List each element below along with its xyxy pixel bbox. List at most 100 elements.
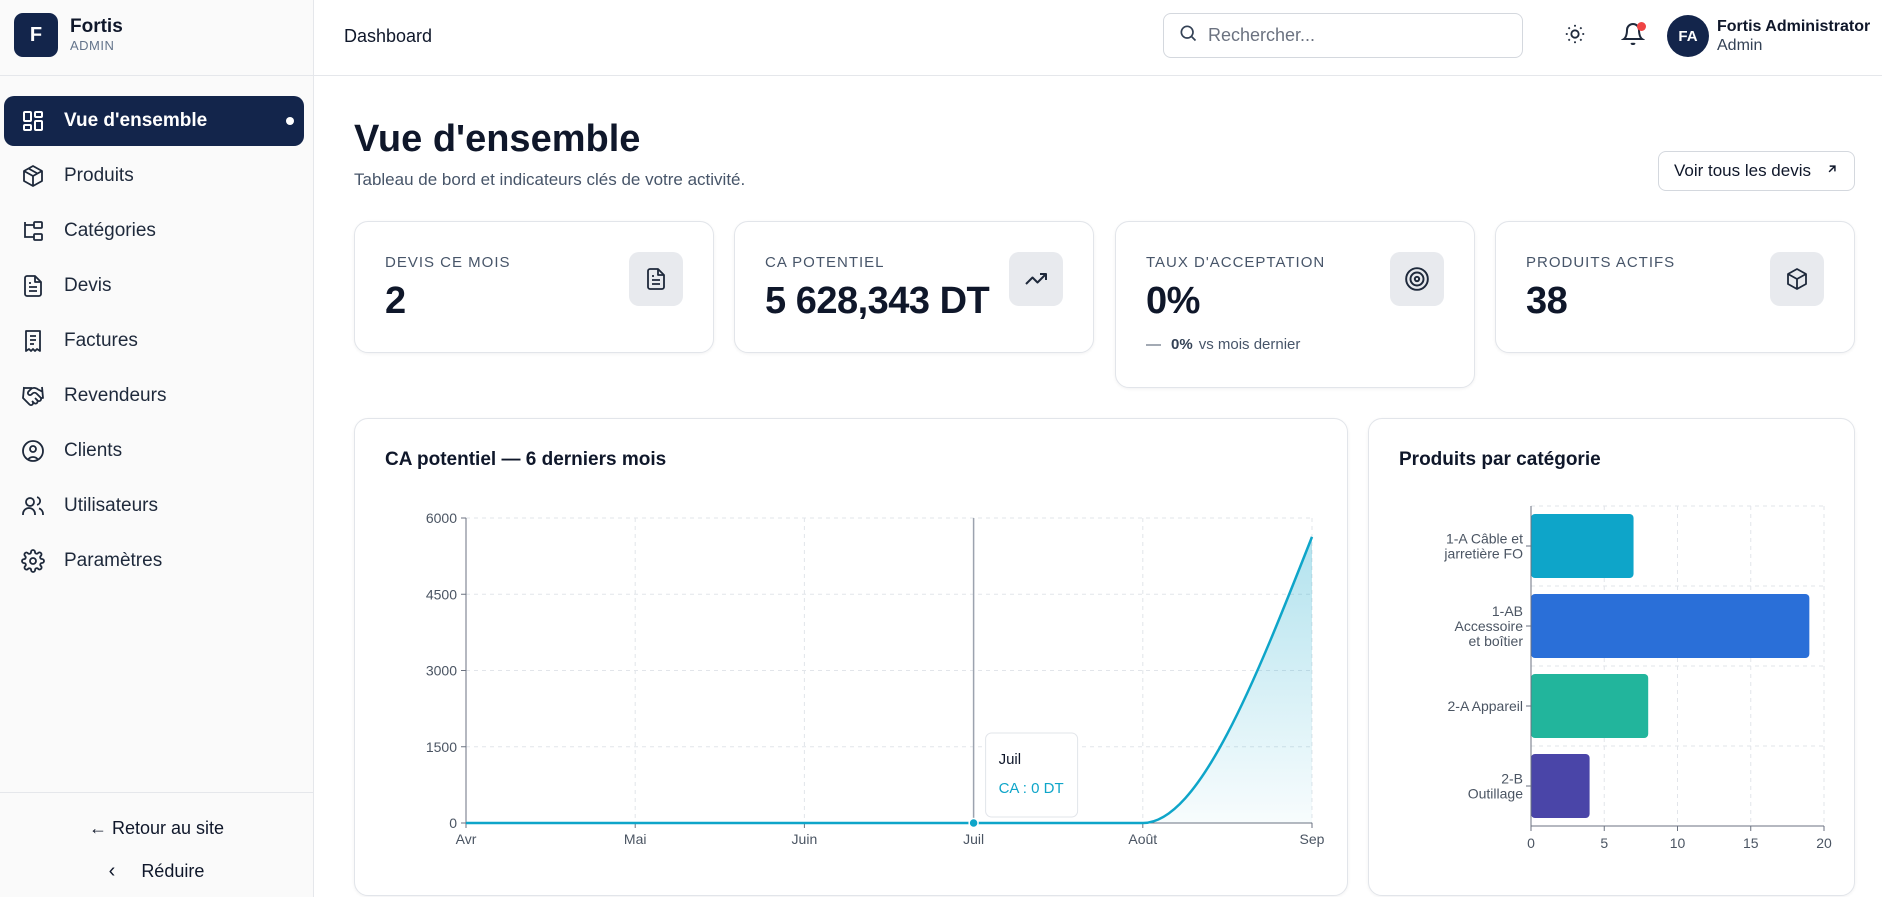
chart-tooltip: Juil CA : 0 DT: [985, 732, 1079, 818]
box-icon: [1770, 252, 1824, 306]
sidebar-item-label: Utilisateurs: [64, 495, 158, 516]
avatar: FA: [1667, 15, 1709, 57]
category-chart-card: Produits par catégorie 0 5 10 15 20 1-A Câble…: [1368, 418, 1855, 896]
y-tick-label: 1500: [426, 739, 457, 755]
sidebar-item-invoices[interactable]: Factures: [4, 316, 304, 366]
sidebar-item-products[interactable]: Produits: [4, 151, 304, 201]
x-tick-label: 15: [1743, 835, 1759, 851]
kpi-card-products: PRODUITS ACTIFS 38: [1495, 221, 1855, 353]
user-role: Admin: [1717, 37, 1763, 54]
view-all-quotes-button[interactable]: Voir tous les devis: [1658, 151, 1855, 191]
kpi-value: 0%: [1146, 280, 1200, 322]
package-icon: [20, 163, 46, 189]
user-name: Fortis Administrator: [1717, 18, 1871, 35]
kpi-card-acceptance: TAUX D'ACCEPTATION 0% — 0% vs mois derni…: [1115, 221, 1475, 388]
page-title: Vue d'ensemble: [354, 118, 641, 160]
sidebar-item-users[interactable]: Utilisateurs: [4, 481, 304, 531]
file-text-icon: [629, 252, 683, 306]
users-icon: [20, 493, 46, 519]
sidebar-item-label: Devis: [64, 275, 112, 296]
search-box[interactable]: [1163, 13, 1523, 58]
sidebar-nav: Vue d'ensemble Produits Catégories Devis: [4, 96, 304, 591]
kpi-value: 2: [385, 280, 406, 322]
x-tick-label: 10: [1670, 835, 1686, 851]
x-tick-label: Avr: [456, 831, 477, 847]
revenue-chart: 0 1500 3000 4500 6000 Avr Mai Juin Juil Août Sep Ju…: [426, 510, 1325, 847]
sidebar-item-label: Produits: [64, 165, 134, 186]
notification-badge: [1637, 22, 1646, 31]
kpi-label: CA POTENTIEL: [765, 254, 885, 271]
sidebar-item-resellers[interactable]: Revendeurs: [4, 371, 304, 421]
chart-title: Produits par catégorie: [1399, 449, 1601, 470]
target-icon: [1390, 252, 1444, 306]
back-to-site-link[interactable]: ← Retour au site: [88, 818, 225, 838]
bar: [1531, 754, 1590, 818]
trend-text: vs mois dernier: [1198, 336, 1301, 353]
bar: [1531, 594, 1810, 658]
sidebar-item-label: Paramètres: [64, 550, 163, 571]
brand[interactable]: F Fortis ADMIN: [14, 13, 123, 57]
handshake-icon: [20, 383, 46, 409]
y-tick-label: 2-A Appareil: [1448, 698, 1524, 714]
x-tick-label: 0: [1527, 835, 1535, 851]
kpi-value: 38: [1526, 280, 1568, 322]
bar: [1531, 514, 1634, 578]
brand-logo: F: [14, 13, 58, 57]
tooltip-value: CA : 0 DT: [999, 780, 1064, 797]
x-tick-label: 20: [1816, 835, 1832, 851]
y-tick-label: 4500: [426, 586, 457, 602]
minus-icon: —: [1146, 336, 1161, 353]
bar: [1531, 674, 1649, 738]
series-line: [465, 536, 1314, 825]
kpi-card-quotes: DEVIS CE MOIS 2: [354, 221, 714, 353]
sidebar-item-overview[interactable]: Vue d'ensemble: [4, 96, 304, 146]
theme-toggle-button[interactable]: [1561, 22, 1589, 50]
kpi-label: PRODUITS ACTIFS: [1526, 254, 1676, 271]
y-tick-label: 1-AB Accessoire et boîtier: [1455, 603, 1524, 649]
sidebar: F Fortis ADMIN Vue d'ensemble Produits C…: [0, 0, 314, 897]
active-point: [968, 817, 979, 829]
view-all-label: Voir tous les devis: [1673, 161, 1811, 180]
tooltip-label: Juil: [999, 751, 1022, 768]
x-tick-label: Mai: [624, 831, 647, 847]
sidebar-item-settings[interactable]: Paramètres: [4, 536, 304, 586]
sidebar-item-quotes[interactable]: Devis: [4, 261, 304, 311]
x-tick-label: Août: [1128, 831, 1157, 847]
y-tick-label: 6000: [426, 510, 457, 526]
chart-title: CA potentiel — 6 derniers mois: [385, 449, 667, 470]
user-circle-icon: [20, 438, 46, 464]
category-chart: 0 5 10 15 20 1-A Câble et jarretière FO 1-AB Acc…: [1443, 505, 1832, 851]
sidebar-item-clients[interactable]: Clients: [4, 426, 304, 476]
search-icon: [1178, 23, 1198, 48]
x-tick-label: Juil: [963, 831, 984, 847]
kpi-label: DEVIS CE MOIS: [385, 254, 511, 271]
user-menu[interactable]: FA Fortis Administrator Admin: [1667, 15, 1870, 57]
sidebar-item-categories[interactable]: Catégories: [4, 206, 304, 256]
notifications-button[interactable]: [1619, 22, 1647, 50]
arrow-up-right-icon: [1825, 162, 1839, 181]
kpi-trend: — 0% vs mois dernier: [1146, 336, 1300, 353]
search-input[interactable]: [1208, 25, 1508, 46]
y-tick-label: 1-A Câble et jarretière FO: [1443, 531, 1523, 562]
collapse-label: Réduire: [141, 861, 205, 881]
kpi-card-revenue: CA POTENTIEL 5 628,343 DT: [734, 221, 1094, 353]
revenue-chart-card: CA potentiel — 6 derniers mois 0 1500 3000…: [354, 418, 1348, 896]
gear-icon: [20, 548, 46, 574]
y-tick-label: 2-B Outillage: [1468, 771, 1523, 802]
collapse-sidebar-button[interactable]: ‹ Réduire: [0, 860, 313, 883]
sidebar-item-label: Factures: [64, 330, 138, 351]
kpi-label: TAUX D'ACCEPTATION: [1146, 254, 1326, 271]
folder-tree-icon: [20, 218, 46, 244]
y-tick-label: 3000: [426, 663, 457, 679]
active-indicator: [286, 117, 294, 125]
sidebar-item-label: Revendeurs: [64, 385, 167, 406]
brand-role: ADMIN: [70, 38, 115, 53]
page-subtitle: Tableau de bord et indicateurs clés de v…: [354, 170, 746, 189]
trend-value: 0%: [1171, 336, 1193, 353]
divider: [0, 792, 313, 793]
file-text-icon: [20, 273, 46, 299]
chevron-left-icon: ‹: [108, 860, 116, 882]
header-title: Dashboard: [344, 26, 433, 46]
bell-icon: [1620, 22, 1646, 51]
receipt-icon: [20, 328, 46, 354]
